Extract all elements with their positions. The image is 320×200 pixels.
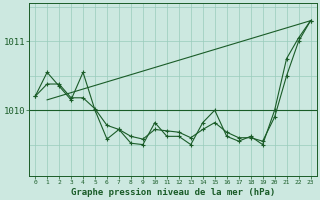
- X-axis label: Graphe pression niveau de la mer (hPa): Graphe pression niveau de la mer (hPa): [71, 188, 275, 197]
